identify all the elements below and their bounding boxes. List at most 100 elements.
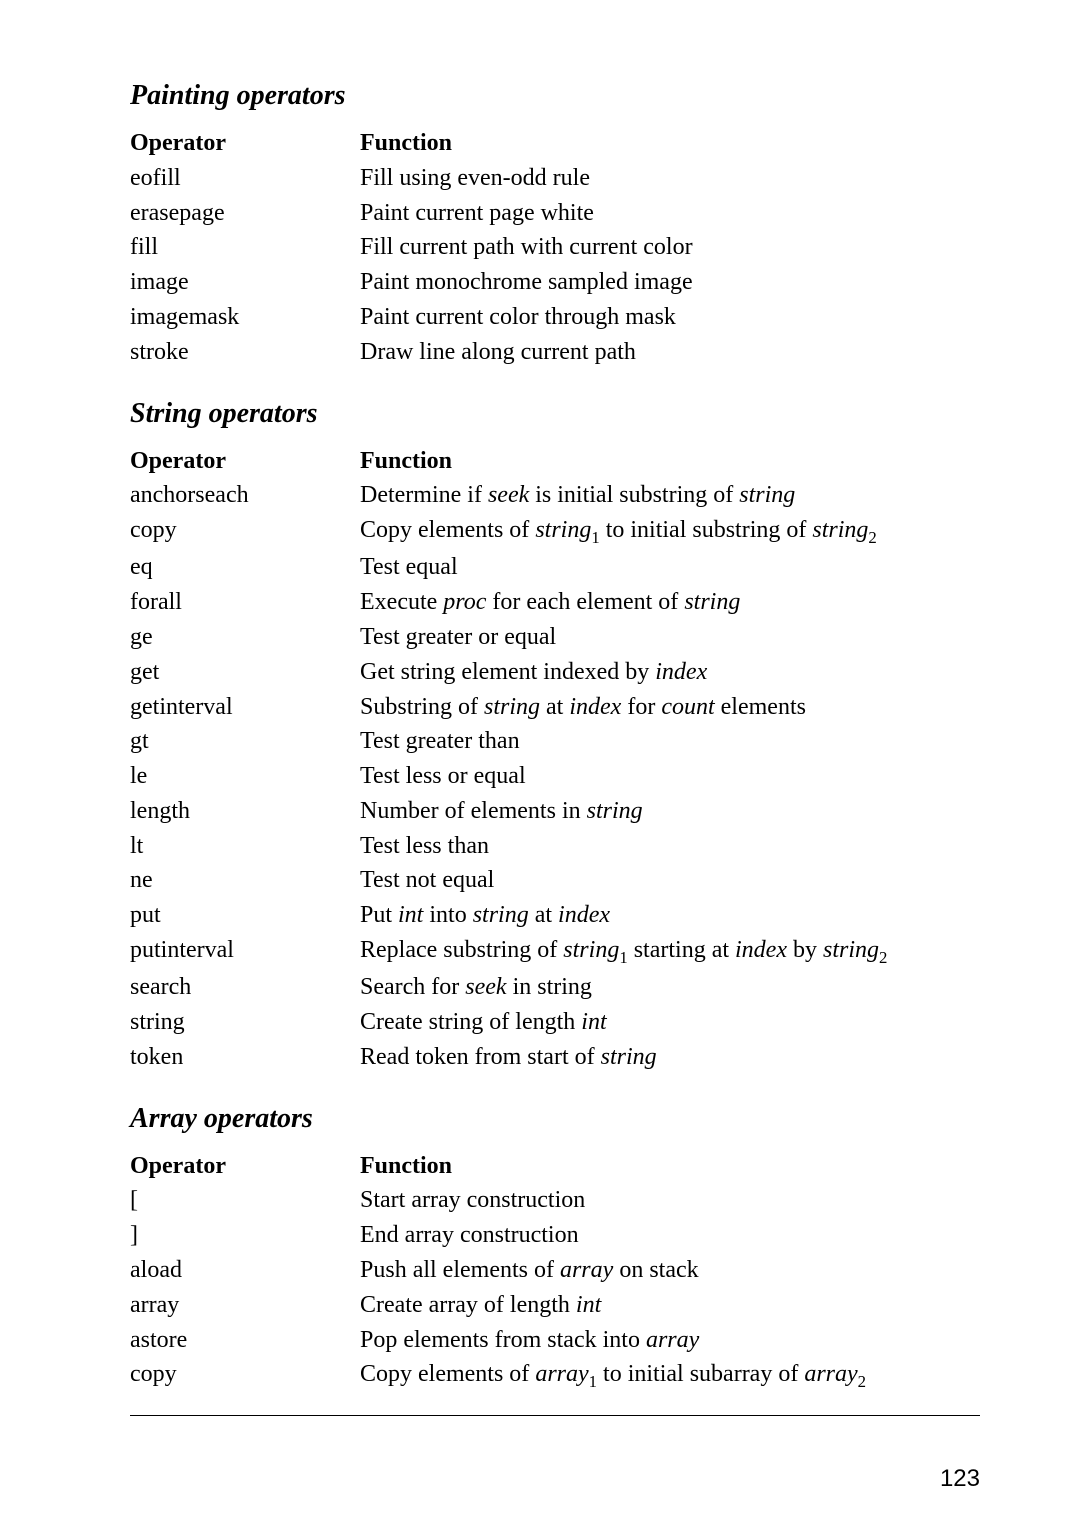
table-row: getGet string element indexed by index [130,655,980,690]
table-row: leTest less or equal [130,759,980,794]
table-row: searchSearch for seek in string [130,970,980,1005]
function-cell: Draw line along current path [360,335,980,370]
function-cell: Copy elements of array1 to initial subar… [360,1357,980,1394]
table-row: astorePop elements from stack into array [130,1323,980,1358]
section-title: String operators [130,398,980,430]
operator-cell: anchorseach [130,478,360,513]
operator-cell: eq [130,550,360,585]
function-cell: Test equal [360,550,980,585]
function-cell: Search for seek in string [360,970,980,1005]
table-row: ]End array construction [130,1218,980,1253]
table-header: OperatorFunction [130,126,980,161]
table-row: putPut int into string at index [130,898,980,933]
function-cell: Read token from start of string [360,1040,980,1075]
function-cell: Determine if seek is initial substring o… [360,478,980,513]
operator-cell: erasepage [130,196,360,231]
table-row: aloadPush all elements of array on stack [130,1253,980,1288]
operator-cell: copy [130,513,360,550]
table-row: strokeDraw line along current path [130,335,980,370]
function-cell: Test not equal [360,863,980,898]
function-cell: Number of elements in string [360,794,980,829]
function-cell: Fill current path with current color [360,230,980,265]
operator-cell: token [130,1040,360,1075]
table-row: arrayCreate array of length int [130,1288,980,1323]
table-row: ltTest less than [130,829,980,864]
operator-cell: ge [130,620,360,655]
function-cell: Put int into string at index [360,898,980,933]
operator-cell: copy [130,1357,360,1394]
function-cell: Create string of length int [360,1005,980,1040]
table-row: fillFill current path with current color [130,230,980,265]
header-operator: Operator [130,1149,360,1184]
table-row: copyCopy elements of array1 to initial s… [130,1357,980,1394]
function-cell: Create array of length int [360,1288,980,1323]
table-row: lengthNumber of elements in string [130,794,980,829]
operator-cell: aload [130,1253,360,1288]
header-function: Function [360,126,980,161]
table-row: anchorseachDetermine if seek is initial … [130,478,980,513]
operator-cell: string [130,1005,360,1040]
table-row: geTest greater or equal [130,620,980,655]
table-row: stringCreate string of length int [130,1005,980,1040]
table-row: gtTest greater than [130,724,980,759]
table-row: eqTest equal [130,550,980,585]
section-title: Painting operators [130,80,980,112]
header-operator: Operator [130,126,360,161]
operator-cell: fill [130,230,360,265]
operator-cell: forall [130,585,360,620]
operator-cell: [ [130,1183,360,1218]
operator-cell: astore [130,1323,360,1358]
function-cell: Get string element indexed by index [360,655,980,690]
operator-cell: array [130,1288,360,1323]
function-cell: Pop elements from stack into array [360,1323,980,1358]
operator-cell: gt [130,724,360,759]
page-number: 123 [940,1465,980,1493]
function-cell: Test less or equal [360,759,980,794]
operator-cell: lt [130,829,360,864]
table-row: getintervalSubstring of string at index … [130,690,980,725]
operator-cell: le [130,759,360,794]
section-title: Array operators [130,1103,980,1135]
operator-cell: stroke [130,335,360,370]
table-row: copyCopy elements of string1 to initial … [130,513,980,550]
header-function: Function [360,1149,980,1184]
table-row: neTest not equal [130,863,980,898]
operator-cell: eofill [130,161,360,196]
function-cell: Fill using even-odd rule [360,161,980,196]
operator-cell: putinterval [130,933,360,970]
table-row: imagePaint monochrome sampled image [130,265,980,300]
function-cell: Test greater or equal [360,620,980,655]
function-cell: Push all elements of array on stack [360,1253,980,1288]
operator-cell: image [130,265,360,300]
operator-cell: search [130,970,360,1005]
table-row: putintervalReplace substring of string1 … [130,933,980,970]
operator-cell: get [130,655,360,690]
operator-cell: length [130,794,360,829]
page-content: Painting operatorsOperatorFunctioneofill… [130,80,980,1395]
function-cell: Test less than [360,829,980,864]
table-row: eofillFill using even-odd rule [130,161,980,196]
footer-rule [130,1415,980,1416]
operator-cell: put [130,898,360,933]
function-cell: Start array construction [360,1183,980,1218]
table-row: [Start array construction [130,1183,980,1218]
operator-cell: ne [130,863,360,898]
header-function: Function [360,444,980,479]
operator-cell: getinterval [130,690,360,725]
function-cell: Paint monochrome sampled image [360,265,980,300]
function-cell: Execute proc for each element of string [360,585,980,620]
table-header: OperatorFunction [130,444,980,479]
operator-cell: ] [130,1218,360,1253]
table-header: OperatorFunction [130,1149,980,1184]
table-row: forallExecute proc for each element of s… [130,585,980,620]
function-cell: Substring of string at index for count e… [360,690,980,725]
table-row: tokenRead token from start of string [130,1040,980,1075]
function-cell: Paint current color through mask [360,300,980,335]
table-row: imagemaskPaint current color through mas… [130,300,980,335]
function-cell: Replace substring of string1 starting at… [360,933,980,970]
function-cell: Copy elements of string1 to initial subs… [360,513,980,550]
function-cell: Test greater than [360,724,980,759]
table-row: erasepagePaint current page white [130,196,980,231]
header-operator: Operator [130,444,360,479]
function-cell: End array construction [360,1218,980,1253]
